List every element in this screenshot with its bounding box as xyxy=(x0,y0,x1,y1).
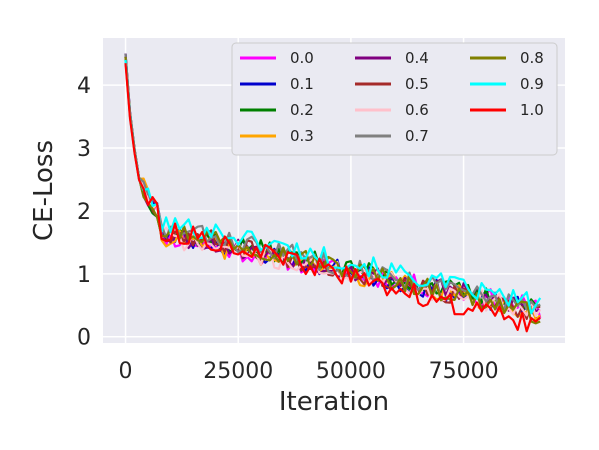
x-tick-label: 50000 xyxy=(316,359,386,384)
legend-label: 1.0 xyxy=(520,101,544,119)
legend-label: 0.6 xyxy=(405,101,429,119)
y-tick-label: 4 xyxy=(77,74,91,99)
y-tick-label: 3 xyxy=(77,137,91,162)
y-tick-label: 2 xyxy=(77,200,91,225)
legend-label: 0.0 xyxy=(290,49,314,67)
legend-label: 0.5 xyxy=(405,75,429,93)
legend-frame xyxy=(231,42,558,156)
y-axis-label: CE-Loss xyxy=(29,140,59,241)
series-line-1.0 xyxy=(124,63,541,333)
legend-label: 0.8 xyxy=(520,49,544,67)
x-tick-label: 75000 xyxy=(429,359,499,384)
x-axis-ticks: 0 25000 50000 75000 xyxy=(119,359,499,384)
x-tick-label: 0 xyxy=(119,359,133,384)
x-axis-label: Iteration xyxy=(279,387,389,417)
y-tick-label: 1 xyxy=(77,263,91,288)
legend-label: 0.7 xyxy=(405,127,429,145)
series-line-0.8 xyxy=(124,56,541,325)
legend-label: 0.9 xyxy=(520,75,544,93)
legend: 0.0 0.1 0.2 0.3 0.4 0.5 0.6 0.7 0.8 0.9 1.0 xyxy=(231,42,558,156)
series-layer xyxy=(124,53,542,333)
legend-label: 0.1 xyxy=(290,75,314,93)
legend-label: 0.2 xyxy=(290,101,314,119)
y-axis-ticks: 0 1 2 3 4 xyxy=(77,74,91,351)
legend-label: 0.3 xyxy=(290,127,314,145)
y-tick-label: 0 xyxy=(77,326,91,351)
x-tick-label: 25000 xyxy=(203,359,273,384)
legend-label: 0.4 xyxy=(405,49,429,67)
